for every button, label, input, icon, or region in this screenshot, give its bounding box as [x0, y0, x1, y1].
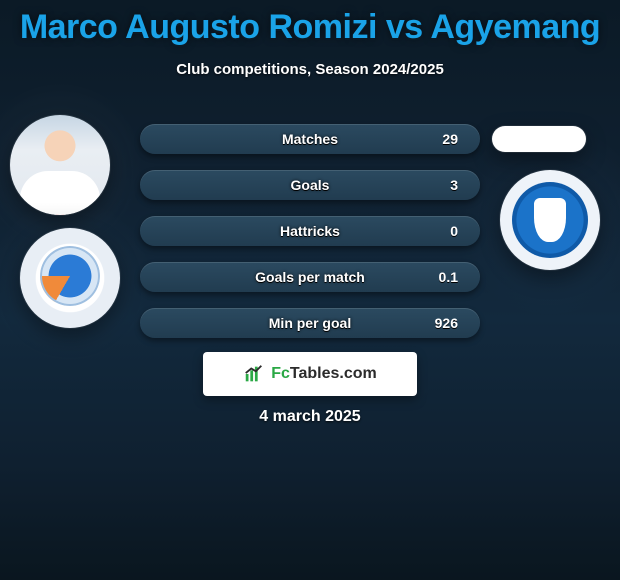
bar-right-value: 3 — [428, 177, 458, 193]
club-right-badge — [500, 170, 600, 270]
subtitle: Club competitions, Season 2024/2025 — [0, 61, 620, 78]
bar-row: Hattricks 0 — [140, 216, 480, 246]
player-left-avatar — [10, 115, 110, 215]
chart-icon — [243, 363, 265, 385]
brand-badge[interactable]: FcTables.com — [203, 352, 417, 396]
brand-suffix: Tables.com — [290, 365, 377, 382]
stat-bars: Matches 29 Goals 3 Hattricks 0 Goals per… — [140, 124, 480, 354]
comparison-card: Marco Augusto Romizi vs Agyemang Club co… — [0, 0, 620, 580]
bar-row: Goals 3 — [140, 170, 480, 200]
bar-label: Goals — [192, 177, 428, 193]
brand-text: FcTables.com — [271, 365, 377, 383]
player-right-blank — [492, 126, 586, 152]
brand-prefix: Fc — [271, 365, 290, 382]
bar-row: Matches 29 — [140, 124, 480, 154]
bar-label: Min per goal — [192, 315, 428, 331]
bar-row: Goals per match 0.1 — [140, 262, 480, 292]
bar-right-value: 29 — [428, 131, 458, 147]
bar-label: Matches — [192, 131, 428, 147]
bar-right-value: 0.1 — [428, 269, 458, 285]
bar-label: Hattricks — [192, 223, 428, 239]
club-left-badge — [20, 228, 120, 328]
bar-label: Goals per match — [192, 269, 428, 285]
bar-right-value: 0 — [428, 223, 458, 239]
page-title: Marco Augusto Romizi vs Agyemang — [0, 0, 620, 47]
bar-right-value: 926 — [428, 315, 458, 331]
bar-row: Min per goal 926 — [140, 308, 480, 338]
date-label: 4 march 2025 — [259, 408, 360, 426]
